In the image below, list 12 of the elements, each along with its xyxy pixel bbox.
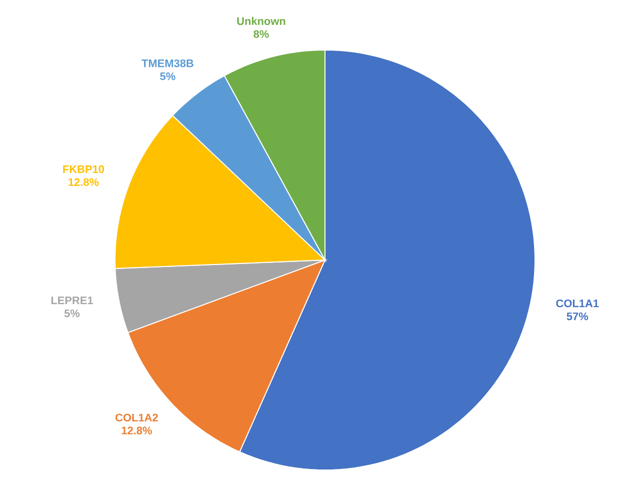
slice-label: Unknown bbox=[237, 16, 286, 25]
data-label: 8% bbox=[254, 30, 269, 38]
data-label: 12.8% bbox=[122, 426, 152, 434]
slice-label: LEPRE1 bbox=[51, 296, 93, 304]
data-label: 12.8% bbox=[68, 178, 99, 186]
data-label: 5% bbox=[64, 309, 80, 318]
slice-label: COL1A2 bbox=[116, 414, 158, 422]
data-label: 5% bbox=[160, 72, 176, 80]
slice-label: TMEM38B bbox=[142, 59, 194, 68]
slice-label: FKBP10 bbox=[63, 165, 104, 174]
data-label: 57% bbox=[566, 312, 588, 320]
slice-label: COL1A1 bbox=[556, 300, 599, 308]
